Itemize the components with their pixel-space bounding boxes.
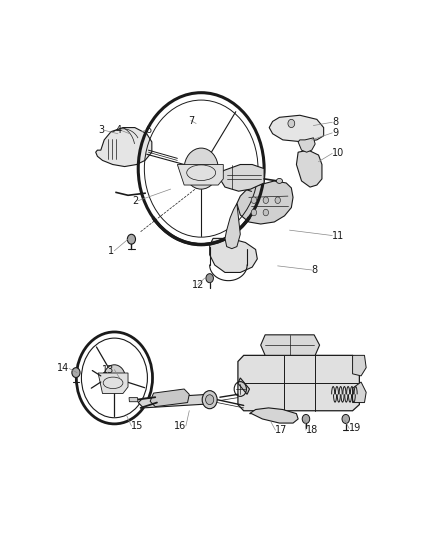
Polygon shape	[129, 398, 138, 402]
Text: 2: 2	[132, 196, 138, 206]
Text: 6: 6	[145, 125, 151, 135]
Polygon shape	[95, 127, 152, 166]
Polygon shape	[260, 335, 319, 356]
Text: 13: 13	[102, 365, 114, 375]
Circle shape	[262, 209, 268, 216]
Circle shape	[251, 209, 256, 216]
Circle shape	[274, 197, 280, 204]
Circle shape	[205, 273, 213, 282]
Polygon shape	[209, 238, 257, 272]
Circle shape	[103, 365, 125, 391]
Text: 7: 7	[187, 116, 194, 126]
Polygon shape	[237, 181, 293, 224]
Polygon shape	[177, 165, 223, 185]
Polygon shape	[352, 382, 365, 402]
Circle shape	[262, 197, 268, 204]
Polygon shape	[237, 378, 249, 394]
Text: 3: 3	[99, 125, 105, 135]
Text: 16: 16	[173, 421, 185, 431]
Polygon shape	[138, 394, 212, 408]
Circle shape	[127, 235, 135, 244]
Ellipse shape	[276, 179, 282, 183]
Text: 18: 18	[305, 425, 318, 435]
Circle shape	[202, 391, 217, 409]
Text: 15: 15	[131, 421, 144, 431]
Circle shape	[341, 415, 349, 424]
Polygon shape	[150, 389, 189, 407]
Circle shape	[301, 415, 309, 424]
Circle shape	[251, 197, 256, 204]
Polygon shape	[98, 373, 128, 393]
Polygon shape	[268, 115, 323, 142]
Circle shape	[205, 395, 213, 405]
Polygon shape	[352, 356, 365, 376]
Text: 19: 19	[348, 423, 360, 433]
Text: 17: 17	[275, 425, 287, 435]
Polygon shape	[297, 138, 314, 152]
Text: 8: 8	[332, 117, 338, 127]
Text: 1: 1	[108, 246, 114, 256]
Circle shape	[184, 148, 218, 189]
Circle shape	[72, 368, 80, 377]
Text: 11: 11	[332, 230, 344, 240]
Polygon shape	[249, 408, 297, 423]
Polygon shape	[237, 356, 359, 411]
Text: 10: 10	[332, 148, 344, 158]
Polygon shape	[219, 165, 264, 191]
Text: 8: 8	[311, 265, 317, 275]
Polygon shape	[296, 150, 321, 187]
Text: 4: 4	[115, 125, 121, 135]
Text: 9: 9	[332, 128, 338, 138]
Text: 12: 12	[191, 280, 204, 290]
Circle shape	[287, 119, 294, 127]
Polygon shape	[225, 204, 240, 248]
Text: 14: 14	[57, 364, 69, 374]
